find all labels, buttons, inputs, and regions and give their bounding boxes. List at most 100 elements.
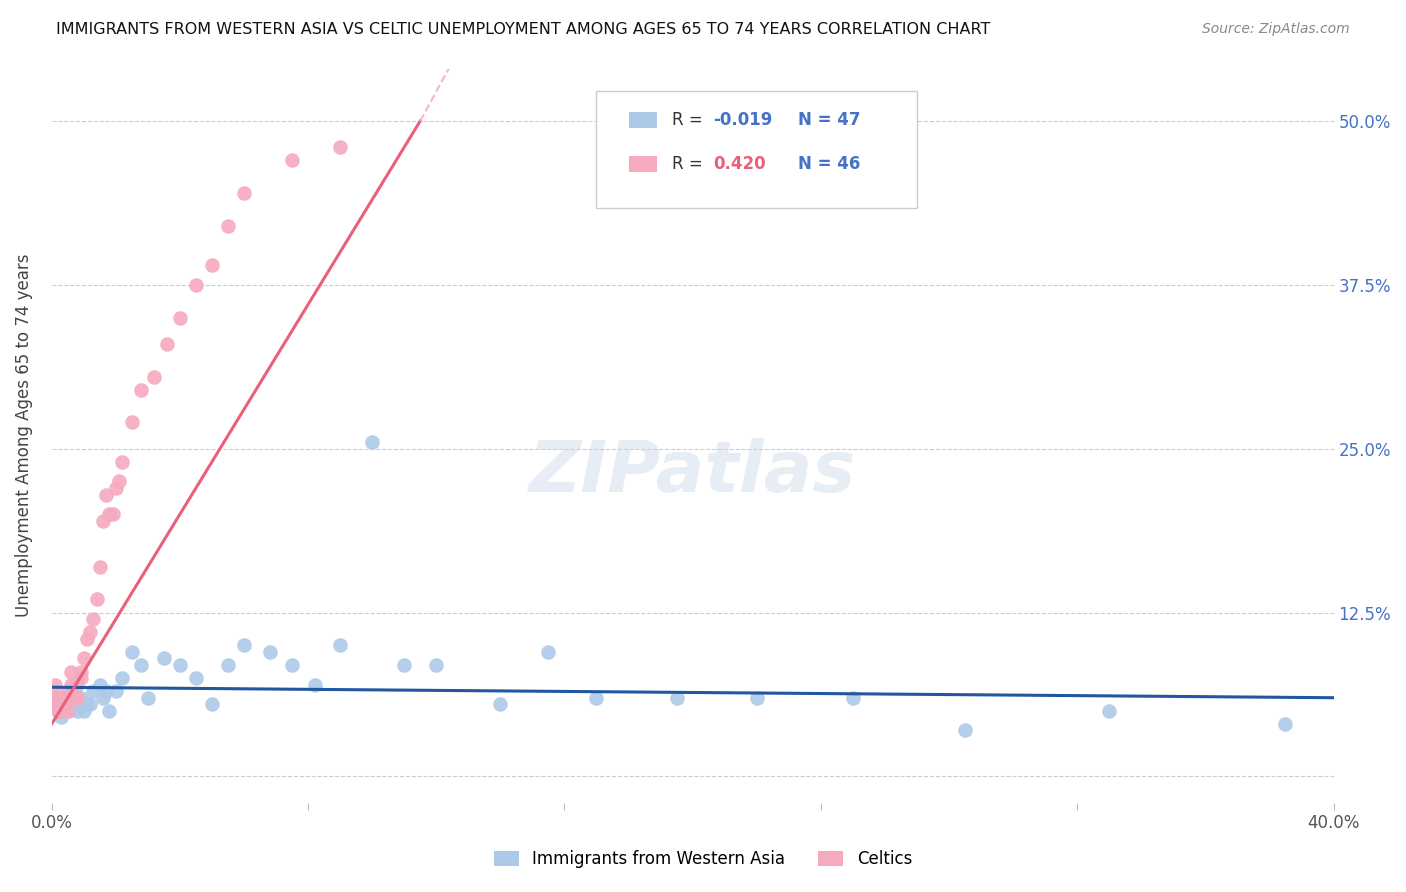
Point xyxy=(79,698,101,712)
Point xyxy=(101,507,124,521)
Point xyxy=(69,665,91,679)
Point xyxy=(1274,717,1296,731)
Point xyxy=(169,657,191,672)
Point xyxy=(73,704,96,718)
Point xyxy=(136,690,159,705)
Text: Source: ZipAtlas.com: Source: ZipAtlas.com xyxy=(1202,22,1350,37)
Point xyxy=(76,698,98,712)
Point xyxy=(665,690,688,705)
Point xyxy=(91,514,114,528)
Text: IMMIGRANTS FROM WESTERN ASIA VS CELTIC UNEMPLOYMENT AMONG AGES 65 TO 74 YEARS CO: IMMIGRANTS FROM WESTERN ASIA VS CELTIC U… xyxy=(56,22,991,37)
Point xyxy=(66,690,89,705)
Y-axis label: Unemployment Among Ages 65 to 74 years: Unemployment Among Ages 65 to 74 years xyxy=(15,254,32,617)
Point xyxy=(96,487,118,501)
Point xyxy=(184,671,207,685)
Point xyxy=(217,219,239,233)
Point xyxy=(63,684,86,698)
Point xyxy=(56,704,79,718)
Point xyxy=(201,258,224,272)
Point xyxy=(76,632,98,646)
Point xyxy=(59,678,82,692)
Point xyxy=(842,690,865,705)
Point xyxy=(91,690,114,705)
Point xyxy=(1098,704,1121,718)
Point xyxy=(329,140,352,154)
Point xyxy=(44,678,66,692)
Point xyxy=(59,690,82,705)
Point xyxy=(585,690,607,705)
Point xyxy=(281,657,304,672)
Point xyxy=(44,690,66,705)
Point xyxy=(233,638,256,652)
Point xyxy=(56,704,79,718)
Point xyxy=(156,336,179,351)
Point xyxy=(44,698,66,712)
Point xyxy=(63,698,86,712)
Point xyxy=(361,435,384,450)
Text: R =: R = xyxy=(672,155,713,173)
Point xyxy=(82,684,104,698)
Point xyxy=(394,657,416,672)
Point xyxy=(953,723,976,738)
Point xyxy=(217,657,239,672)
Point xyxy=(59,665,82,679)
Point xyxy=(98,507,121,521)
Point xyxy=(56,698,79,712)
Point xyxy=(259,645,281,659)
Point xyxy=(96,684,118,698)
Point xyxy=(79,625,101,640)
Point xyxy=(304,678,326,692)
Point xyxy=(281,153,304,168)
Point xyxy=(53,698,76,712)
Point xyxy=(53,690,76,705)
Point xyxy=(86,592,108,607)
Point xyxy=(73,651,96,665)
Point xyxy=(46,698,69,712)
Text: -0.019: -0.019 xyxy=(713,111,772,129)
Point xyxy=(131,383,153,397)
Point xyxy=(63,690,86,705)
Point xyxy=(89,559,111,574)
Point xyxy=(131,657,153,672)
Point xyxy=(66,704,89,718)
Point xyxy=(425,657,447,672)
Point xyxy=(46,690,69,705)
Point xyxy=(89,678,111,692)
Text: ZIPatlas: ZIPatlas xyxy=(529,438,856,507)
Point xyxy=(56,690,79,705)
Point xyxy=(169,310,191,325)
FancyBboxPatch shape xyxy=(596,91,917,208)
Point xyxy=(201,698,224,712)
Point xyxy=(56,684,79,698)
Point xyxy=(329,638,352,652)
Point xyxy=(537,645,560,659)
Point xyxy=(111,455,134,469)
Text: R =: R = xyxy=(672,111,709,129)
Point xyxy=(98,704,121,718)
Point xyxy=(51,698,73,712)
Point xyxy=(51,710,73,724)
Point xyxy=(143,369,166,384)
Point xyxy=(108,475,131,489)
Point xyxy=(745,690,768,705)
Point xyxy=(153,651,176,665)
Point xyxy=(51,704,73,718)
Point xyxy=(104,684,127,698)
Point xyxy=(489,698,512,712)
Point xyxy=(46,704,69,718)
Point xyxy=(69,671,91,685)
Point xyxy=(69,690,91,705)
Point xyxy=(104,481,127,495)
FancyBboxPatch shape xyxy=(628,156,657,172)
Text: N = 47: N = 47 xyxy=(797,111,860,129)
Point xyxy=(66,678,89,692)
Point xyxy=(184,277,207,292)
Point xyxy=(51,698,73,712)
Text: 0.420: 0.420 xyxy=(713,155,766,173)
Point xyxy=(121,416,143,430)
Point xyxy=(46,690,69,705)
Point xyxy=(233,186,256,200)
Point xyxy=(121,645,143,659)
Point xyxy=(82,612,104,626)
Point xyxy=(53,690,76,705)
